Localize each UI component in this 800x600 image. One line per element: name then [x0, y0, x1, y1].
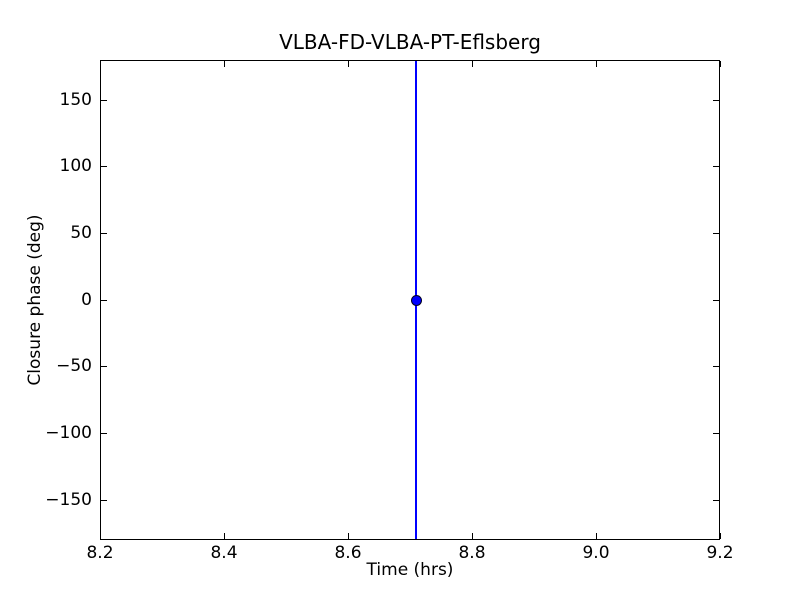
x-tick-label: 9.2	[706, 543, 734, 563]
y-tick-left	[101, 299, 107, 301]
y-tick-left	[101, 499, 107, 501]
y-tick-label: 100	[59, 156, 92, 177]
x-tick-label: 8.2	[86, 543, 114, 563]
x-tick-label: 8.8	[458, 543, 486, 563]
y-tick-label: 150	[59, 89, 92, 110]
x-tick-bottom	[99, 533, 101, 539]
y-tick-right	[713, 366, 719, 368]
x-tick-bottom	[471, 533, 473, 539]
y-tick-right	[713, 299, 719, 301]
y-tick-label: 50	[70, 222, 92, 243]
y-tick-left	[101, 232, 107, 234]
y-tick-left	[101, 166, 107, 168]
x-tick-bottom	[347, 533, 349, 539]
y-tick-right	[713, 432, 719, 434]
plot-area	[100, 60, 720, 540]
y-tick-label: −150	[45, 489, 92, 510]
x-tick-label: 8.4	[210, 543, 238, 563]
y-tick-right	[713, 499, 719, 501]
x-tick-label: 9.0	[582, 543, 610, 563]
y-tick-right	[713, 232, 719, 234]
x-tick-bottom	[223, 533, 225, 539]
y-tick-left	[101, 432, 107, 434]
y-tick-label: 0	[81, 289, 92, 310]
x-tick-top	[223, 61, 225, 67]
chart-title: VLBA-FD-VLBA-PT-Eflsberg	[279, 30, 541, 54]
y-tick-right	[713, 99, 719, 101]
x-tick-bottom	[595, 533, 597, 539]
x-tick-top	[99, 61, 101, 67]
x-tick-label: 8.6	[334, 543, 362, 563]
x-tick-top	[719, 61, 721, 67]
y-tick-left	[101, 99, 107, 101]
y-tick-left	[101, 366, 107, 368]
x-tick-bottom	[719, 533, 721, 539]
x-axis-label: Time (hrs)	[366, 560, 454, 580]
x-tick-top	[347, 61, 349, 67]
y-tick-label: −50	[56, 356, 92, 377]
data-point-marker	[410, 294, 422, 306]
y-tick-label: −100	[45, 422, 92, 443]
x-tick-top	[471, 61, 473, 67]
x-tick-top	[595, 61, 597, 67]
y-tick-right	[713, 166, 719, 168]
